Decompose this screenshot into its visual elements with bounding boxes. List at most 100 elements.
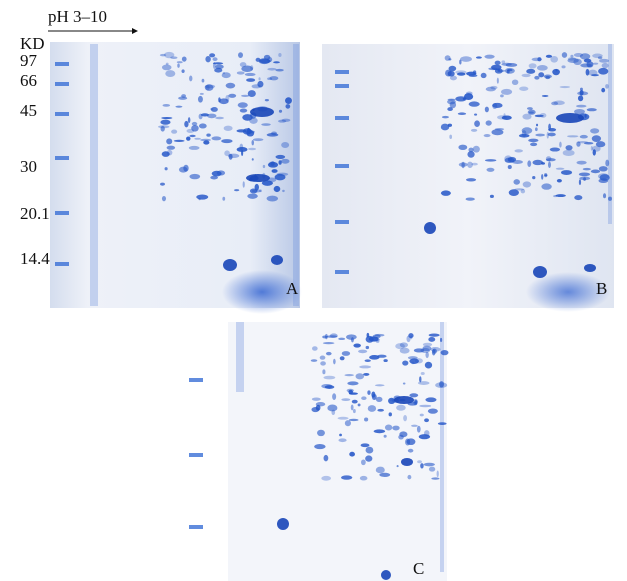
gel-spot <box>473 146 480 153</box>
gel-spot <box>242 114 253 121</box>
gel-spot <box>385 425 392 431</box>
gel-spot <box>556 168 565 170</box>
gel-spot <box>449 66 457 71</box>
gel-spot <box>237 71 245 74</box>
gel-spot <box>437 471 439 478</box>
gel-spot <box>414 348 425 352</box>
gel-spot <box>467 162 473 168</box>
gel-spot <box>222 72 231 78</box>
gel-spot <box>177 61 183 63</box>
gel-spot <box>538 72 544 77</box>
gel-spot <box>374 429 386 433</box>
gel-spot <box>324 455 329 461</box>
gel-spot <box>368 405 376 412</box>
marker-band <box>189 525 203 529</box>
gel-spot <box>471 129 477 132</box>
gel-spot <box>532 160 543 165</box>
gel-spot <box>205 56 210 62</box>
gel-spot <box>408 333 413 338</box>
gel-spot <box>587 108 597 111</box>
gel-spot <box>210 108 213 110</box>
gel-spot <box>326 335 337 338</box>
gel-spot <box>417 426 421 433</box>
gel-spot <box>177 63 180 67</box>
gel-spot <box>375 384 385 386</box>
gel-spot <box>285 97 292 104</box>
gel-spot <box>460 56 472 62</box>
gel-spot <box>258 77 260 80</box>
gel-spot <box>555 194 565 197</box>
gel-spot <box>491 65 501 71</box>
gel-spot <box>366 346 369 349</box>
gel-spot <box>541 162 545 165</box>
gel-spot <box>441 124 449 131</box>
gel-spot <box>312 398 321 401</box>
gel-spot <box>194 138 201 140</box>
gel-streak <box>440 322 444 572</box>
gel-spot <box>473 70 476 74</box>
marker-band <box>335 70 349 74</box>
gel-spot <box>384 435 387 438</box>
marker-band <box>55 211 69 215</box>
gel-spot <box>544 174 547 176</box>
gel-spot <box>281 142 289 148</box>
gel-spot <box>252 158 254 161</box>
gel-spot <box>603 193 606 198</box>
marker-label: 97 <box>20 51 38 70</box>
gel-spot <box>450 101 456 108</box>
gel-spot <box>599 59 609 63</box>
gel-spot <box>246 78 255 82</box>
gel-spot <box>365 359 371 362</box>
gel-spot <box>591 170 600 174</box>
gel-spot <box>281 159 290 164</box>
gel-spot <box>428 337 435 342</box>
gel-spot <box>189 174 200 179</box>
gel-spot <box>577 161 587 165</box>
gel-spot <box>322 369 325 374</box>
gel-spot <box>360 476 368 481</box>
gel-spot <box>316 402 325 406</box>
gel-spot <box>574 53 583 57</box>
gel-spot <box>277 518 289 530</box>
gel-spot <box>583 168 591 171</box>
gel-spot <box>222 197 225 201</box>
gel-spot <box>379 473 390 477</box>
gel-spot <box>203 140 209 144</box>
gel-streak <box>90 44 98 306</box>
gel-spot <box>533 266 547 278</box>
gel-spot <box>497 78 499 84</box>
gel-spot <box>200 93 204 95</box>
marker-band <box>335 84 349 88</box>
gel-spot <box>534 76 539 80</box>
gel-spot <box>160 183 165 186</box>
gel-spot <box>424 222 436 234</box>
marker-band <box>55 262 69 266</box>
gel-spot <box>537 65 548 71</box>
gel-spot <box>282 190 285 192</box>
gel-spot <box>485 107 489 113</box>
gel-spot <box>580 135 588 139</box>
gel-spot <box>363 373 369 376</box>
gel-spot <box>241 66 253 72</box>
gel-spot <box>351 405 354 411</box>
gel-spot <box>339 434 342 437</box>
panel-label: B <box>596 279 607 298</box>
gel-spot <box>340 356 345 360</box>
gel-spot <box>514 188 524 190</box>
gel-spot <box>408 449 414 453</box>
gel-spot <box>256 58 261 62</box>
gel-spot <box>567 135 579 137</box>
gel-spot <box>174 140 185 142</box>
gel-spot <box>381 570 391 580</box>
gel-spot <box>591 146 593 151</box>
gel-streak <box>236 322 244 392</box>
gel-spot <box>602 63 609 68</box>
gel-spot <box>221 139 232 143</box>
gel-spot <box>326 352 332 356</box>
gel-spot <box>229 154 233 160</box>
gel-spot <box>535 134 545 137</box>
gel-spot <box>481 73 487 78</box>
gel-spot <box>442 116 449 119</box>
gel-spot <box>593 149 596 155</box>
gel-spot <box>238 52 243 58</box>
